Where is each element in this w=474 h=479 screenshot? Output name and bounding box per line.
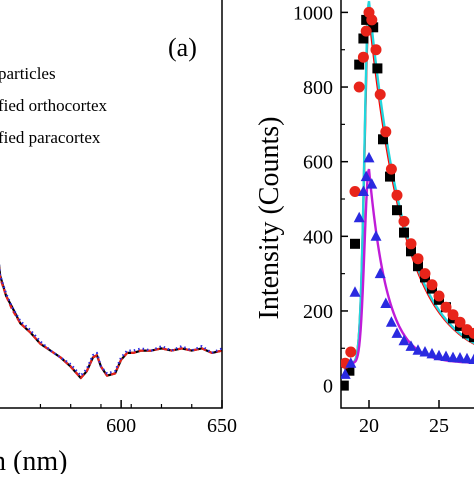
data-point-circle-10 [375, 89, 386, 100]
left-series-line-1 [0, 200, 222, 378]
right-y-tick-label-5: 800 [303, 77, 333, 99]
data-point-circle-8 [366, 14, 377, 25]
right-y-tick-label-2: 200 [303, 301, 333, 323]
data-point-circle-15 [406, 238, 417, 249]
legend-entry-2: fied orthocortex [0, 96, 108, 115]
data-point-circle-6 [361, 26, 372, 37]
data-point-square-3 [350, 239, 360, 249]
right-y-tick-label-4: 600 [303, 152, 333, 174]
data-point-circle-18 [427, 279, 438, 290]
data-point-circle-2 [345, 347, 356, 358]
data-point-circle-14 [399, 216, 410, 227]
data-point-circle-16 [413, 253, 424, 264]
legend-entry-3: fied paracortex [0, 128, 101, 147]
right-x-tick-label-2: 25 [429, 415, 449, 437]
panel-b: 0 200 400 600 800 1000 20 25 Intensity (Counts… [254, 0, 474, 437]
data-point-circle-12 [386, 164, 397, 175]
data-point-circle-4 [354, 82, 365, 93]
left-x-axis-label: n (nm) [0, 446, 67, 474]
data-point-triangle-9 [371, 230, 382, 241]
data-point-square-9 [372, 63, 382, 73]
left-series-line-2 [0, 202, 222, 378]
data-point-circle-5 [358, 52, 369, 63]
panel-label: (a) [168, 33, 197, 62]
right-y-tick-label-3: 400 [303, 226, 333, 248]
left-x-tick-label-2: 650 [207, 415, 237, 437]
panel-a: particles fied orthocortex fied paracortex… [0, 0, 237, 474]
data-point-circle-13 [392, 190, 403, 201]
data-point-circle-9 [371, 44, 382, 55]
right-y-axis-label: Intensity (Counts) [254, 117, 285, 320]
right-y-tick-label-6: 1000 [293, 2, 333, 24]
data-point-circle-17 [420, 268, 431, 279]
legend-entry-1: particles [0, 64, 56, 83]
data-point-circle-11 [380, 126, 391, 137]
data-point-square-13 [399, 228, 409, 238]
data-point-circle-19 [434, 291, 445, 302]
left-series-line-3 [0, 198, 222, 376]
data-point-square-12 [392, 205, 402, 215]
right-x-tick-label-1: 20 [359, 415, 379, 437]
left-x-tick-label-1: 600 [106, 415, 136, 437]
right-y-tick-label-1: 0 [323, 376, 333, 398]
data-point-triangle-3 [350, 286, 361, 297]
